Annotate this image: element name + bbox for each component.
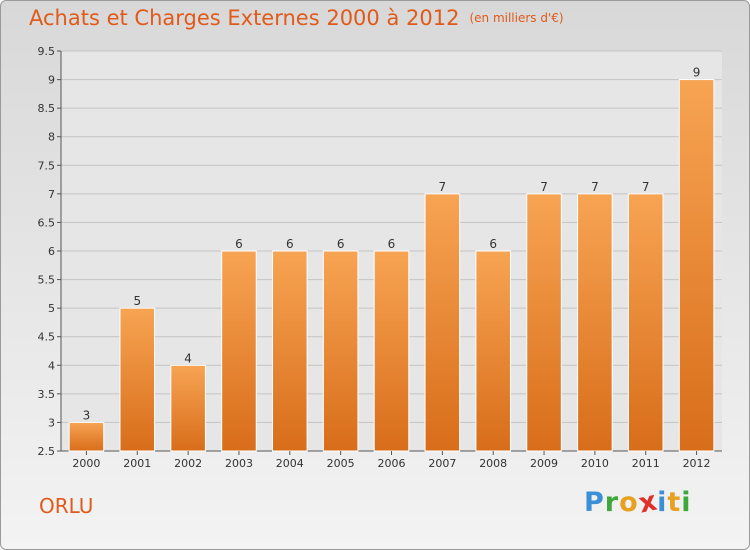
- unit-label: (en milliers d'€): [469, 11, 564, 25]
- logo-letter: i: [681, 487, 692, 518]
- bar: [373, 250, 410, 452]
- logo-letter: t: [667, 487, 682, 518]
- y-tick-label: 6.5: [38, 216, 56, 229]
- data-label: 7: [540, 180, 548, 194]
- bar: [170, 364, 206, 452]
- bar: [322, 250, 359, 452]
- x-tick-label: 2012: [683, 457, 711, 470]
- data-label: 9: [693, 66, 701, 80]
- chart-title: Achats et Charges Externes 2000 à 2012 (e…: [29, 6, 564, 30]
- y-tick-label: 3: [48, 416, 55, 429]
- x-tick-label: 2002: [174, 457, 202, 470]
- y-tick-label: 5.5: [38, 274, 56, 287]
- data-label: 3: [83, 408, 91, 422]
- x-tick-label: 2007: [428, 457, 456, 470]
- y-tick-label: 2.5: [38, 445, 56, 458]
- y-tick-label: 7.5: [38, 159, 56, 172]
- bar: [272, 250, 308, 452]
- data-label: 6: [337, 237, 345, 251]
- logo-letter: i: [657, 487, 668, 518]
- y-tick-label: 4: [48, 359, 55, 372]
- place-name: ORLU: [39, 494, 94, 518]
- bar: [68, 421, 105, 452]
- data-label: 7: [439, 180, 447, 194]
- logo-letter: P: [584, 487, 605, 518]
- x-tick-label: 2000: [72, 457, 100, 470]
- x-tick-label: 2010: [581, 457, 609, 470]
- x-tick-label: 2006: [378, 457, 406, 470]
- x-tick-label: 2004: [276, 457, 304, 470]
- logo-letter: o: [619, 487, 639, 518]
- bar: [526, 193, 562, 452]
- proxiti-logo: Proxiti: [584, 485, 692, 519]
- data-label: 6: [388, 237, 396, 251]
- data-label: 7: [591, 180, 599, 194]
- y-tick-label: 6: [48, 245, 55, 258]
- x-tick-label: 2009: [530, 457, 558, 470]
- bar: [475, 250, 511, 452]
- y-tick-label: 8.5: [38, 102, 56, 115]
- data-label: 4: [184, 351, 192, 365]
- data-label: 5: [133, 294, 141, 308]
- bar: [627, 193, 664, 452]
- y-tick-label: 7: [48, 188, 55, 201]
- bar: [221, 250, 257, 452]
- x-tick-label: 2003: [225, 457, 253, 470]
- bar: [678, 79, 715, 452]
- bar: [119, 307, 156, 452]
- y-tick-label: 9: [48, 74, 55, 87]
- bar: [577, 193, 613, 452]
- y-tick-label: 9.5: [38, 45, 56, 58]
- y-tick-label: 3.5: [38, 388, 56, 401]
- y-tick-label: 4.5: [38, 331, 56, 344]
- x-tick-label: 2008: [479, 457, 507, 470]
- bar: [424, 193, 461, 452]
- x-tick-label: 2011: [632, 457, 660, 470]
- data-label: 7: [642, 180, 650, 194]
- y-tick-label: 5: [48, 302, 55, 315]
- data-label: 6: [489, 237, 497, 251]
- y-tick-label: 8: [48, 131, 55, 144]
- data-label: 6: [235, 237, 243, 251]
- logo-letter: r: [604, 487, 620, 518]
- data-label: 6: [286, 237, 294, 251]
- x-tick-label: 2005: [327, 457, 355, 470]
- x-tick-label: 2001: [123, 457, 151, 470]
